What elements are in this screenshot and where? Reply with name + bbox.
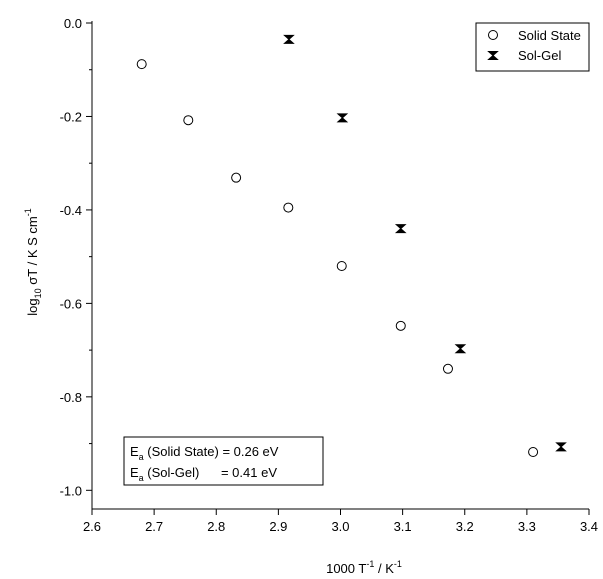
annotation-box — [123, 436, 324, 486]
point-sol-gel — [394, 224, 407, 234]
point-solid-state — [528, 446, 539, 457]
point-sol-gel — [454, 344, 467, 354]
y-tick-label: -1.0 — [60, 483, 82, 498]
legend-label-sol-gel: Sol-Gel — [518, 48, 561, 63]
annotation-solid-state: Ea (Solid State) = 0.26 eV — [130, 444, 279, 462]
point-solid-state — [183, 115, 194, 126]
x-tick-label: 2.7 — [145, 519, 163, 534]
y-tick-label: -0.8 — [60, 390, 82, 405]
x-tick-label: 3.2 — [456, 519, 474, 534]
point-sol-gel — [283, 34, 295, 44]
x-tick-label: 2.9 — [269, 519, 287, 534]
annotation-sol-gel: Ea (Sol-Gel) = 0.41 eV — [130, 465, 277, 483]
y-tick-label: -0.2 — [60, 109, 82, 124]
x-tick-label: 2.6 — [83, 519, 101, 534]
legend-label-solid-state: Solid State — [518, 28, 581, 43]
point-solid-state — [136, 59, 147, 70]
x-tick-label: 3.3 — [518, 519, 536, 534]
point-sol-gel — [555, 442, 567, 452]
data-series — [136, 34, 567, 457]
point-solid-state — [395, 320, 406, 331]
y-tick-label: -0.6 — [60, 296, 82, 311]
legend-marker-solid-state — [488, 30, 498, 40]
x-tick-label: 3.0 — [331, 519, 349, 534]
y-axis: 0.0 -0.2 -0.4 -0.6 -0.8 -1.0 — [60, 16, 92, 498]
point-solid-state — [442, 363, 453, 374]
x-tick-label: 2.8 — [207, 519, 225, 534]
legend-box — [475, 22, 590, 72]
x-axis: 2.6 2.7 2.8 2.9 3.0 3.1 3.2 3.3 3.4 — [83, 509, 598, 534]
point-solid-state — [336, 261, 347, 271]
y-tick-label: 0.0 — [64, 16, 82, 31]
point-sol-gel — [336, 113, 349, 123]
y-axis-title: log10 σT / K S cm-1 — [23, 208, 43, 315]
x-tick-label: 3.4 — [580, 519, 598, 534]
activation-energy-box: Ea (Solid State) = 0.26 eV Ea (Sol-Gel) … — [123, 436, 324, 486]
x-tick-label: 3.1 — [394, 519, 412, 534]
x-axis-title: 1000 T-1 / K-1 — [326, 559, 402, 576]
point-solid-state — [231, 172, 242, 183]
y-tick-label: -0.4 — [60, 203, 82, 218]
point-solid-state — [283, 202, 294, 213]
legend: Solid State Sol-Gel — [475, 22, 590, 72]
legend-marker-sol-gel — [487, 51, 499, 60]
